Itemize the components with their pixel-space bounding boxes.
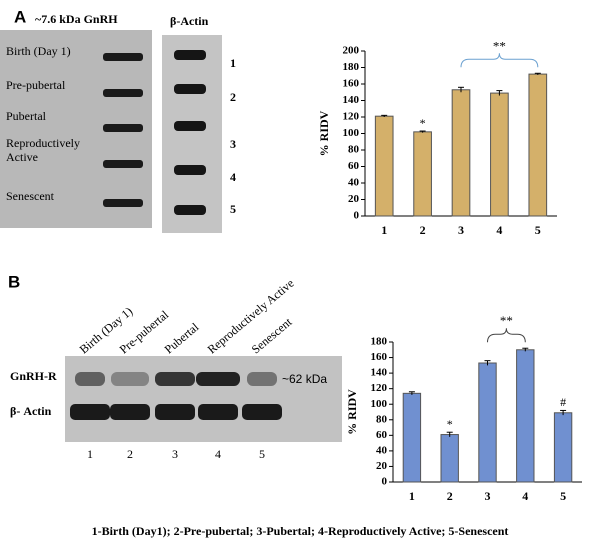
band [174, 121, 206, 131]
annotation: * [420, 116, 426, 130]
caption: 1-Birth (Day1); 2-Pre-pubertal; 3-Pubert… [92, 524, 509, 538]
band [103, 124, 143, 132]
y-tick-label: 140 [371, 367, 388, 379]
x-tick-label: 3 [485, 489, 491, 503]
band [155, 372, 195, 386]
lane-number: 4 [230, 170, 236, 184]
y-tick-label: 100 [371, 398, 388, 410]
blot-header: β-Actin [170, 14, 209, 28]
bar [374, 115, 394, 217]
y-tick-label: 0 [354, 210, 360, 222]
lane-header: Pubertal [162, 320, 202, 357]
band [75, 372, 105, 386]
bar [516, 349, 535, 483]
annotation: # [560, 395, 566, 409]
blot-header: ~7.6 kDa GnRH [35, 12, 118, 26]
band [110, 404, 150, 420]
y-tick-label: 0 [382, 476, 388, 488]
band [174, 205, 206, 215]
y-axis-label: % RIDV [317, 110, 331, 156]
band [103, 160, 143, 168]
bracket [460, 53, 539, 68]
y-tick-label: 20 [348, 193, 360, 205]
y-tick-label: 20 [376, 460, 388, 472]
size-label: ~62 kDa [282, 372, 327, 386]
y-tick-label: 200 [343, 45, 360, 57]
bar [490, 92, 509, 217]
stage-label: Reproductively Active [6, 136, 80, 164]
x-tick-label: 3 [458, 223, 464, 237]
bar [528, 73, 548, 217]
bar [413, 131, 432, 217]
x-tick-label: 1 [381, 223, 387, 237]
row-label: β- Actin [10, 404, 52, 418]
row-label: GnRH-R [10, 369, 57, 383]
panel-label: A [14, 7, 26, 26]
lane-number: 5 [259, 447, 265, 461]
panel-label: B [8, 272, 20, 291]
stage-label: Senescent [6, 189, 54, 203]
band [70, 404, 110, 420]
band [196, 372, 240, 386]
gnrhr-blot [65, 356, 342, 442]
y-tick-label: 180 [371, 336, 388, 348]
y-tick-label: 180 [343, 61, 360, 73]
lane-number: 2 [230, 90, 236, 104]
x-tick-label: 2 [420, 223, 426, 237]
stage-label: Pre-pubertal [6, 78, 66, 92]
y-tick-label: 80 [376, 413, 388, 425]
band [103, 89, 143, 97]
y-tick-label: 160 [371, 351, 388, 363]
annotation: ** [500, 313, 513, 328]
stage-label: Pubertal [6, 109, 46, 123]
y-tick-label: 80 [348, 144, 360, 156]
x-tick-label: 1 [409, 489, 415, 503]
annotation: ** [493, 38, 506, 53]
lane-number: 5 [230, 202, 236, 216]
band [174, 165, 206, 175]
lane-number: 4 [215, 447, 221, 461]
bar [478, 362, 497, 483]
y-tick-label: 120 [343, 111, 360, 123]
stage-label: Birth (Day 1) [6, 44, 71, 58]
x-tick-label: 4 [496, 223, 502, 237]
band [247, 372, 277, 386]
bar [440, 434, 459, 483]
y-tick-label: 40 [376, 444, 388, 456]
y-tick-label: 160 [343, 78, 360, 90]
annotation: * [447, 417, 453, 431]
y-tick-label: 120 [371, 382, 388, 394]
y-tick-label: 60 [348, 160, 360, 172]
band [174, 84, 206, 94]
x-tick-label: 2 [447, 489, 453, 503]
bar [451, 89, 471, 217]
y-axis-label: % RIDV [345, 389, 359, 435]
lane-number: 2 [127, 447, 133, 461]
lane-number: 1 [230, 56, 236, 70]
band [103, 53, 143, 61]
band [111, 372, 149, 386]
band [155, 404, 195, 420]
band [103, 199, 143, 207]
x-tick-label: 5 [535, 223, 541, 237]
y-tick-label: 100 [343, 127, 360, 139]
x-tick-label: 5 [560, 489, 566, 503]
bracket [487, 328, 526, 343]
actin-blot [162, 35, 222, 233]
y-tick-label: 60 [376, 429, 388, 441]
y-tick-label: 140 [343, 94, 360, 106]
lane-number: 3 [230, 137, 236, 151]
band [242, 404, 282, 420]
x-tick-label: 4 [522, 489, 528, 503]
band [198, 404, 238, 420]
bar [553, 412, 573, 483]
lane-number: 3 [172, 447, 178, 461]
bar [402, 392, 422, 483]
lane-number: 1 [87, 447, 93, 461]
band [174, 50, 206, 60]
y-tick-label: 40 [348, 177, 360, 189]
